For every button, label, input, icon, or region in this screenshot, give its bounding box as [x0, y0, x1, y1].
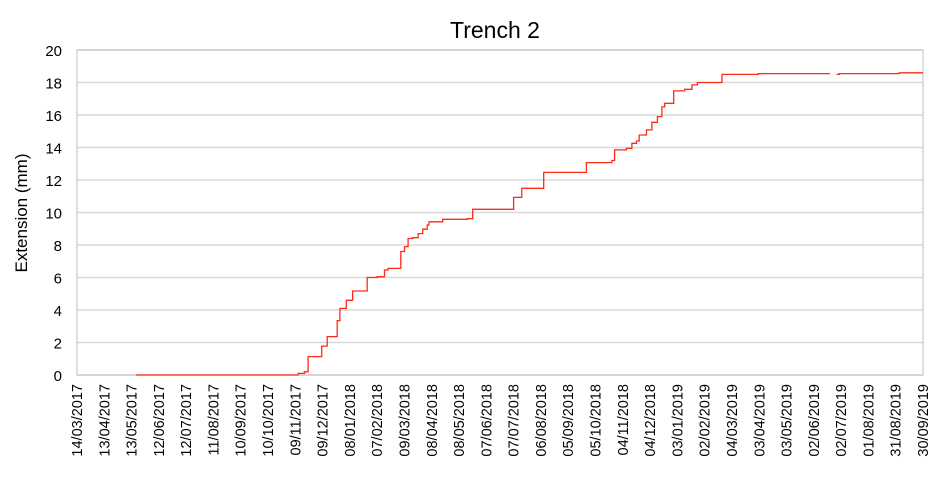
x-tick-label: 10/09/2017	[234, 384, 250, 457]
y-axis-ticks: 0 2 4 6 8 10 12 14 16 18 20	[45, 43, 62, 385]
y-tick-label: 4	[54, 303, 62, 320]
y-tick-label: 20	[45, 43, 62, 60]
x-tick-label: 02/07/2019	[834, 384, 850, 457]
x-tick-label: 05/09/2018	[561, 384, 577, 457]
x-tick-label: 07/07/2018	[507, 384, 523, 457]
x-tick-label: 04/03/2019	[725, 384, 741, 457]
x-tick-label: 08/01/2018	[343, 384, 359, 457]
x-tick-label: 08/04/2018	[425, 384, 441, 457]
y-tick-label: 18	[45, 76, 62, 93]
x-tick-label: 04/11/2018	[616, 384, 632, 456]
x-tick-label: 01/08/2019	[861, 384, 877, 457]
x-tick-label: 11/08/2017	[206, 384, 222, 456]
y-tick-label: 6	[54, 271, 62, 288]
x-tick-label: 08/05/2018	[452, 384, 468, 457]
x-tick-label: 13/04/2017	[97, 384, 113, 457]
y-tick-label: 8	[54, 238, 62, 255]
x-tick-label: 06/08/2018	[534, 384, 550, 457]
series-line	[136, 72, 923, 376]
x-axis-ticks: 14/03/2017 13/04/2017 13/05/2017 12/06/2017…	[70, 384, 932, 457]
x-tick-label: 02/06/2019	[807, 384, 823, 457]
x-tick-label: 07/06/2018	[479, 384, 495, 457]
x-tick-label: 14/03/2017	[70, 384, 86, 457]
x-tick-label: 09/11/2017	[288, 384, 304, 456]
y-tick-label: 0	[54, 368, 62, 385]
gridlines	[77, 49, 923, 376]
x-tick-label: 10/10/2017	[261, 384, 277, 457]
y-tick-label: 12	[45, 173, 62, 190]
x-tick-label: 09/12/2017	[316, 384, 332, 457]
x-tick-label: 03/01/2019	[670, 384, 686, 457]
plot-area-border	[76, 49, 924, 376]
y-tick-label: 14	[45, 141, 62, 158]
x-tick-label: 13/05/2017	[125, 384, 141, 457]
chart-title: Trench 2	[450, 17, 540, 43]
y-axis-label: Extension (mm)	[12, 153, 31, 272]
x-tick-label: 03/05/2019	[780, 384, 796, 457]
x-tick-label: 30/09/2019	[916, 384, 932, 457]
x-tick-label: 12/06/2017	[152, 384, 168, 457]
x-tick-label: 02/02/2019	[698, 384, 714, 457]
x-tick-label: 12/07/2017	[179, 384, 195, 457]
y-tick-label: 16	[45, 108, 62, 125]
x-tick-label: 03/04/2019	[752, 384, 768, 457]
x-tick-label: 09/03/2018	[397, 384, 413, 457]
series-group	[136, 72, 923, 376]
x-tick-label: 31/08/2019	[889, 384, 905, 457]
y-tick-label: 10	[45, 206, 62, 223]
x-tick-label: 04/12/2018	[643, 384, 659, 457]
x-tick-label: 05/10/2018	[589, 384, 605, 457]
y-tick-label: 2	[54, 336, 62, 353]
x-tick-label: 07/02/2018	[370, 384, 386, 457]
